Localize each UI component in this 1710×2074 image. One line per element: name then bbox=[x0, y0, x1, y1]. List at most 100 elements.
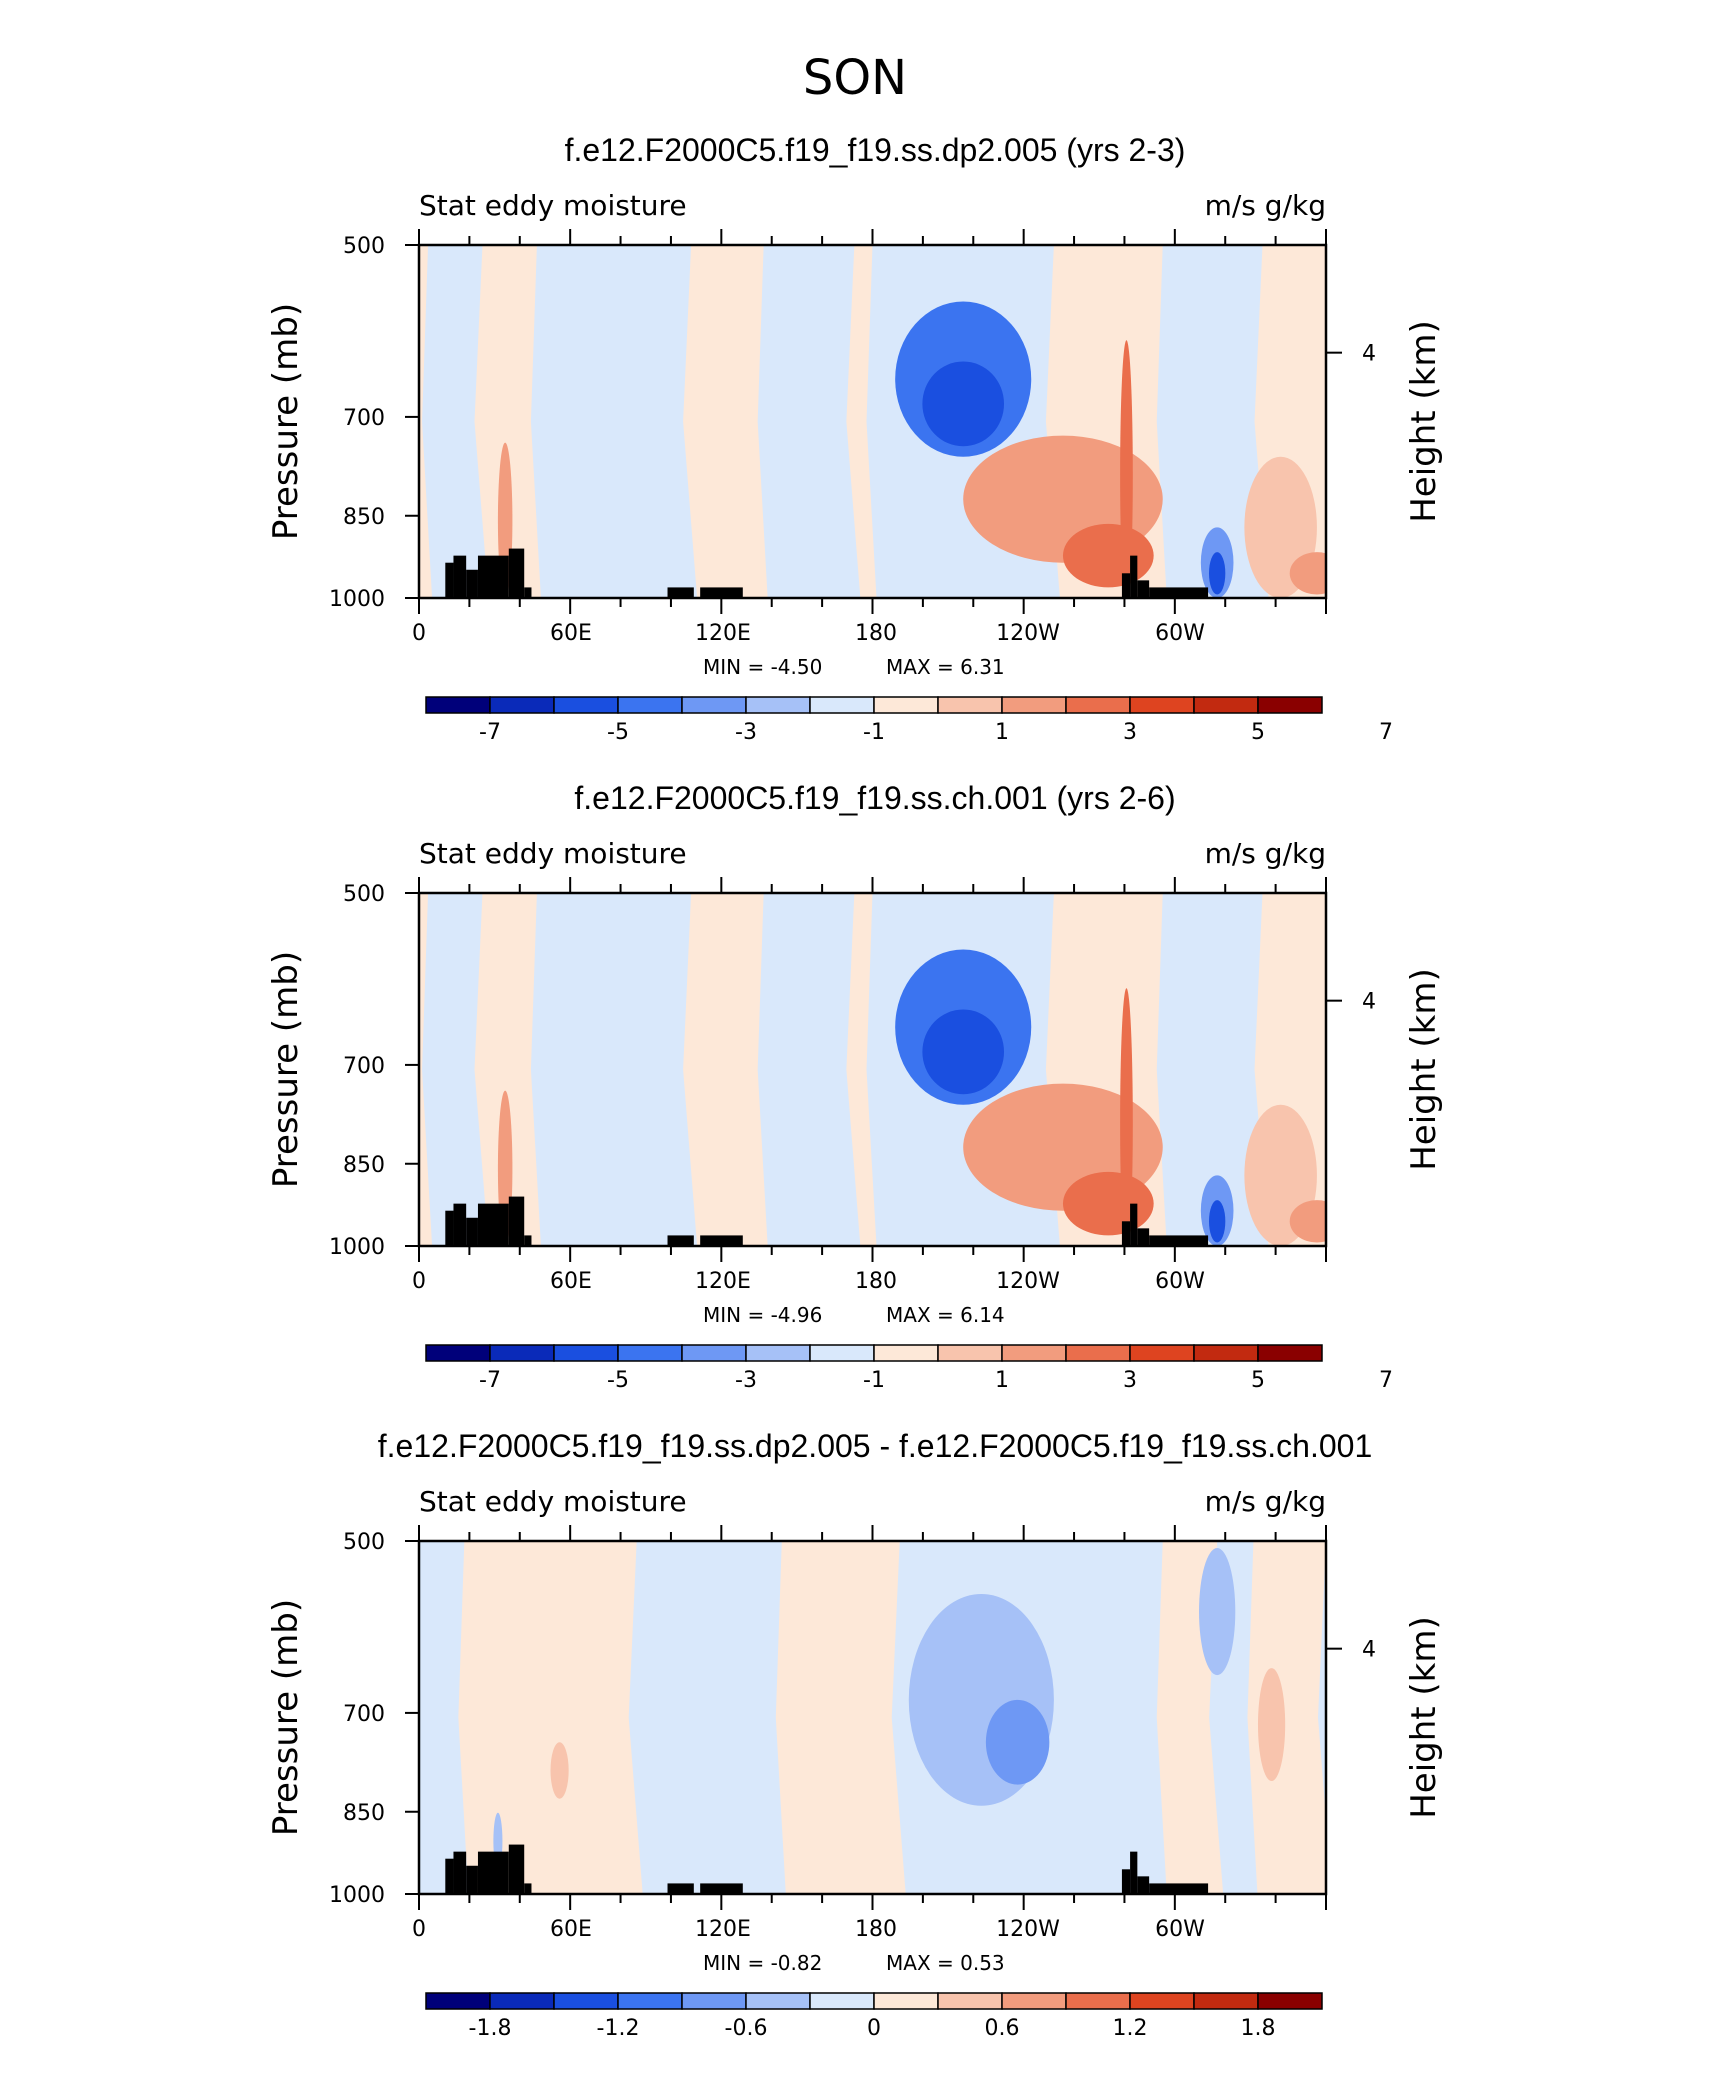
y-axis-right-label: Height (km) bbox=[1404, 1616, 1444, 1819]
colorbar: -7 -5 -3 -1 1 3 5 7 bbox=[425, 696, 1393, 745]
colorbar-cell bbox=[1129, 696, 1195, 714]
y-tick-label: 700 bbox=[343, 406, 385, 431]
min-value: MIN = -4.50 bbox=[703, 655, 822, 679]
colorbar-cell bbox=[937, 1344, 1003, 1362]
colorbar-cell bbox=[1257, 1344, 1323, 1362]
colorbar-label: -0.6 bbox=[725, 2016, 768, 2041]
x-tick-label: 180 bbox=[855, 1269, 897, 1294]
contour-field bbox=[419, 1541, 1326, 1894]
colorbar-cell bbox=[1129, 1992, 1195, 2010]
colorbar-cell bbox=[937, 1992, 1003, 2010]
max-value: MAX = 6.14 bbox=[886, 1303, 1005, 1327]
colorbar-label: -1 bbox=[863, 1368, 885, 1393]
colorbar-cell bbox=[1065, 1992, 1131, 2010]
x-tick-label: 180 bbox=[855, 1917, 897, 1942]
x-tick-label: 60W bbox=[1155, 1917, 1205, 1942]
panel-3: f.e12.F2000C5.f19_f19.ss.dp2.005 - f.e12… bbox=[266, 1428, 1444, 2041]
colorbar-cell bbox=[489, 1344, 555, 1362]
contour-region bbox=[1289, 1200, 1326, 1243]
colorbar-label: 5 bbox=[1251, 1368, 1265, 1393]
y-axis-label: Pressure (mb) bbox=[266, 1599, 306, 1836]
x-tick-label: 60W bbox=[1155, 1269, 1205, 1294]
max-value: MAX = 0.53 bbox=[886, 1951, 1005, 1975]
topography-mask bbox=[700, 1235, 743, 1246]
colorbar-label: 7 bbox=[1379, 720, 1393, 745]
contour-region bbox=[1062, 1171, 1154, 1236]
max-value: MAX = 6.31 bbox=[886, 655, 1005, 679]
colorbar-cell bbox=[1257, 696, 1323, 714]
min-value: MIN = -0.82 bbox=[703, 1951, 822, 1975]
colorbar-cell bbox=[617, 1344, 683, 1362]
y-axis-right-label: Height (km) bbox=[1404, 968, 1444, 1171]
x-tick-label: 120E bbox=[695, 621, 751, 646]
contour-region bbox=[1208, 552, 1226, 595]
topography-mask bbox=[445, 562, 454, 598]
colorbar-cell bbox=[873, 1992, 939, 2010]
contour-region bbox=[1120, 340, 1133, 598]
topography-mask bbox=[497, 1203, 509, 1246]
topography-mask bbox=[445, 1210, 454, 1246]
colorbar-cell bbox=[1257, 1992, 1323, 2010]
colorbar-cell bbox=[681, 696, 747, 714]
panel-right-label: m/s g/kg bbox=[1205, 1485, 1326, 1518]
topography-mask bbox=[508, 548, 525, 598]
y-tick-label: 850 bbox=[343, 505, 385, 530]
colorbar-label: 3 bbox=[1123, 1368, 1137, 1393]
colorbar-label: 5 bbox=[1251, 720, 1265, 745]
colorbar-cell bbox=[1001, 1992, 1067, 2010]
y-axis-right-label: Height (km) bbox=[1404, 320, 1444, 523]
colorbar-cell bbox=[617, 696, 683, 714]
colorbar-label: 1.8 bbox=[1241, 2016, 1276, 2041]
contour-region bbox=[1257, 1668, 1286, 1782]
topography-mask bbox=[453, 1203, 467, 1246]
topography-mask bbox=[453, 555, 467, 598]
y-tick-label: 850 bbox=[343, 1153, 385, 1178]
colorbar-cell bbox=[553, 696, 619, 714]
contour-band bbox=[422, 893, 489, 1246]
colorbar: -1.8 -1.2 -0.6 0 0.6 1.2 1.8 bbox=[425, 1992, 1323, 2041]
topography-mask bbox=[1149, 1235, 1209, 1246]
contour-region bbox=[1208, 1200, 1226, 1243]
topography-mask bbox=[667, 1235, 694, 1246]
contour-field bbox=[419, 245, 1326, 598]
colorbar-label: -1 bbox=[863, 720, 885, 745]
y-right-tick-label: 4 bbox=[1362, 990, 1376, 1015]
colorbar-label: -7 bbox=[479, 1368, 501, 1393]
colorbar-label: 7 bbox=[1379, 1368, 1393, 1393]
colorbar-label: -3 bbox=[735, 720, 757, 745]
contour-band bbox=[419, 1541, 457, 1894]
y-tick-label: 700 bbox=[343, 1702, 385, 1727]
y-tick-label: 700 bbox=[343, 1054, 385, 1079]
panel-left-label: Stat eddy moisture bbox=[419, 189, 687, 222]
topography-mask bbox=[667, 587, 694, 598]
topography-mask bbox=[1149, 1883, 1209, 1894]
x-tick-label: 0 bbox=[412, 1917, 426, 1942]
topography-mask bbox=[1130, 555, 1138, 598]
panel-right-label: m/s g/kg bbox=[1205, 837, 1326, 870]
colorbar-cell bbox=[1001, 1344, 1067, 1362]
contour-region bbox=[922, 1009, 1005, 1095]
colorbar-cell bbox=[425, 1992, 491, 2010]
x-tick-label: 0 bbox=[412, 621, 426, 646]
x-tick-label: 60E bbox=[550, 1917, 592, 1942]
y-tick-label: 1000 bbox=[329, 1883, 385, 1908]
contour-region bbox=[1199, 1548, 1236, 1676]
topography-mask bbox=[466, 1217, 478, 1246]
contour-band bbox=[775, 1541, 906, 1894]
colorbar-label: 0.6 bbox=[985, 2016, 1020, 2041]
x-tick-label: 120E bbox=[695, 1269, 751, 1294]
panel-title: f.e12.F2000C5.f19_f19.ss.dp2.005 - f.e12… bbox=[378, 1428, 1372, 1464]
colorbar-cell bbox=[681, 1992, 747, 2010]
topography-mask bbox=[700, 1883, 743, 1894]
y-tick-label: 1000 bbox=[329, 587, 385, 612]
colorbar-cell bbox=[1193, 696, 1259, 714]
contour-region bbox=[1120, 988, 1133, 1246]
contour-band bbox=[530, 245, 698, 598]
contour-band bbox=[1156, 893, 1269, 1246]
topography-mask bbox=[445, 1858, 454, 1894]
x-tick-label: 0 bbox=[412, 1269, 426, 1294]
colorbar-cell bbox=[1129, 1344, 1195, 1362]
colorbar-cell bbox=[553, 1992, 619, 2010]
contour-region bbox=[985, 1699, 1050, 1785]
topography-mask bbox=[1130, 1203, 1138, 1246]
